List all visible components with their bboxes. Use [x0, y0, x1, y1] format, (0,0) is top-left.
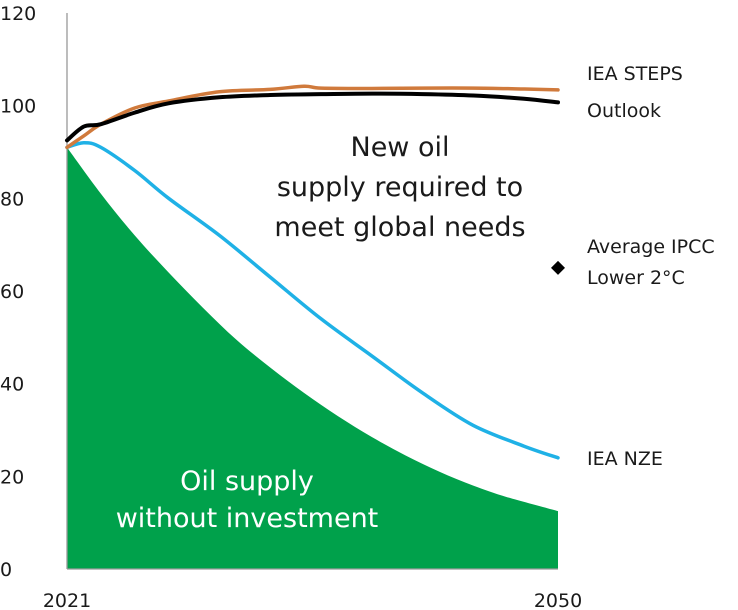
y-tick-label: 80: [0, 188, 24, 210]
legend-label-ipcc-line-1: Average IPCC: [587, 236, 715, 258]
area-oil-supply-without-investment: [67, 147, 558, 569]
y-tick-label: 100: [0, 96, 36, 118]
area-label-line-2: without investment: [116, 503, 379, 534]
annotation-new-oil-line-1: New oil: [351, 132, 450, 163]
legend-label-iea-steps: IEA STEPS: [587, 63, 683, 85]
series-lines: [65, 84, 560, 460]
series-line-iea-nze: [65, 140, 560, 460]
area-label-line-1: Oil supply: [180, 466, 314, 497]
y-tick-label: 20: [0, 466, 24, 488]
x-axis-ticks: 2021 2050: [43, 590, 582, 610]
y-tick-label: 0: [0, 559, 12, 581]
y-tick-label: 60: [0, 281, 24, 303]
x-tick-label: 2021: [43, 590, 91, 610]
annotation-new-oil-line-3: meet global needs: [274, 212, 525, 243]
legend-label-iea-nze: IEA NZE: [587, 448, 663, 470]
annotation-new-oil-line-2: supply required to: [277, 172, 523, 203]
x-tick-label: 2050: [534, 590, 582, 610]
y-tick-label: 120: [0, 3, 36, 25]
legend-label-outlook: Outlook: [587, 100, 661, 122]
y-axis-ticks: 0 20 40 60 80 100 120: [0, 3, 36, 581]
point-marker-ipcc-lower-2c: [551, 260, 565, 275]
point-markers: [551, 260, 565, 275]
legend-label-ipcc-line-2: Lower 2°C: [587, 267, 685, 289]
y-tick-label: 40: [0, 374, 24, 396]
series-line-outlook: [65, 91, 560, 143]
